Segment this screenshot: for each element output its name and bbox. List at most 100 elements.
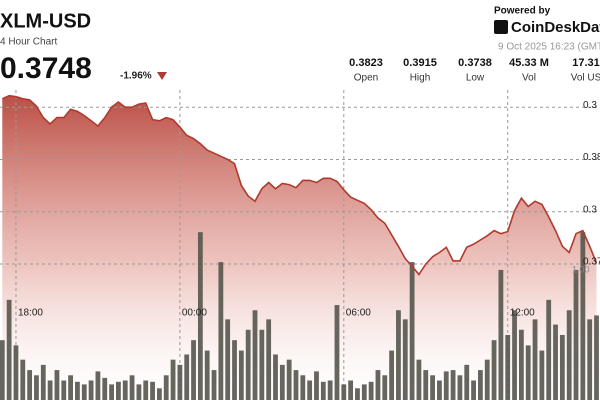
volume-bar [437,380,442,400]
volume-bar [211,370,217,400]
x-tick-label: 18:00 [18,308,43,319]
volume-bar [54,370,60,400]
volume-bar [430,375,435,400]
volume-bar [13,345,19,400]
volume-bar [416,359,422,400]
volume-bar [109,384,114,400]
volume-bar [361,384,367,400]
volume-bar [197,232,203,400]
volume-bar [34,375,39,400]
y-tick-label: 0.38 [583,152,600,163]
volume-bar [471,380,476,400]
price-area [2,95,597,400]
volume-bar [129,375,135,400]
stat-label: High [410,73,431,84]
volume-bar [286,359,292,400]
stat-value: 0.3915 [403,57,437,69]
volume-bar [300,375,306,400]
volume-bar [327,380,333,400]
volume-bar [95,371,101,400]
volume-bar [580,232,586,400]
symbol: XLM-USD [0,10,91,32]
volume-bar [484,359,490,400]
volume-bar [348,380,354,400]
volume-bar [443,371,449,400]
volume-bar [184,354,190,400]
volume-bar [40,364,46,400]
volume-bar [375,370,381,400]
stat-label: Vol [522,73,536,84]
stat-value: 17.31 [572,57,600,69]
volume-bar [587,319,593,400]
volume-bar [334,305,340,400]
volume-bar [396,310,401,400]
volume-bar [61,380,67,400]
volume-bar [163,375,169,400]
stat-value: 45.33 M [509,57,549,69]
volume-bar [341,384,347,400]
volume-bar [478,370,483,400]
price-line [1,94,598,276]
volume-bar [245,329,251,400]
volume-bar [566,310,572,400]
volume-bar [122,380,128,400]
volume-bar [273,354,278,400]
volume-bar [75,381,80,400]
logo [494,20,508,34]
stat-value: 0.3738 [458,57,492,69]
stat-label: Vol US [571,73,600,84]
volume-bar [314,371,319,400]
volume-bar [382,375,388,400]
stat-value: 0.3823 [349,57,383,69]
volume-bar [512,310,517,400]
volume-bar [518,329,524,400]
volume-bar [409,262,415,400]
volume-bar [491,340,497,400]
volume-bar [573,269,579,400]
stat-label: Low [466,73,485,84]
x-tick-label: 00:00 [182,308,207,319]
volume-bar [259,329,265,400]
volume-bar [143,380,149,400]
volume-bar [156,388,162,400]
volume-bar [559,334,565,400]
volume-bar [464,364,470,400]
volume-bar [355,388,360,400]
x-tick-label: 06:00 [346,308,371,319]
volume-bar [232,340,237,400]
volume-bar [320,381,326,400]
volume-bar [81,384,87,400]
volume-bar [102,377,108,400]
volume-bar [279,364,285,400]
volume-bar [116,381,121,400]
down-arrow [157,72,167,80]
volume-bar [218,262,224,400]
volume-bar [252,310,258,400]
volume-bar [307,380,313,400]
volume-bar [505,334,511,400]
volume-bar [539,350,545,400]
volume-bar [389,350,395,400]
volume-bar [88,380,94,400]
stat-label: Open [354,73,378,84]
y2-tick-label: 1.00 [572,264,590,274]
volume-bar [27,370,33,400]
volume-bar [177,364,183,400]
volume-bar [20,359,26,400]
volume-bar [266,319,272,400]
y-tick-label: 0.3 [583,204,597,215]
plot-area: 18:00 00:00 06:00 12:00 0.3 0.38 0.3 0.371.00 [0,90,600,400]
volume-bar [136,384,142,400]
y-tick-label: 0.3 [583,100,597,111]
volume-bar [150,381,155,400]
change: -1.96% [120,71,152,82]
volume-bar [170,359,176,400]
volume-bar [238,350,244,400]
volume-bar [532,319,538,400]
volume-bar [498,269,504,400]
volume-bar [450,370,456,400]
stats: 0.3823 Open 0.3915 High 0.3738 Low 45.33 M Vol 1… [349,57,600,84]
y-tick-label: 0.37 [583,257,600,268]
